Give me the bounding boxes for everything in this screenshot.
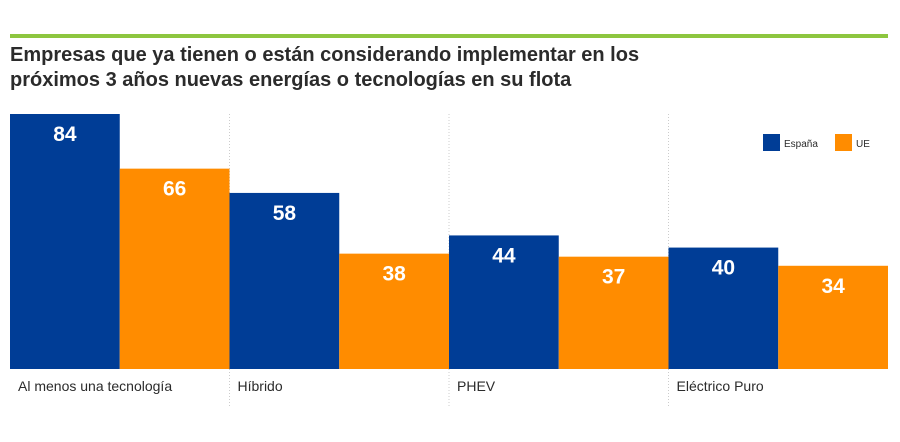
value-label-ue-phev: 37 [602,266,625,289]
value-label-espana-electrico-puro: 40 [712,257,735,280]
legend: España UE [763,134,870,151]
title-accent-rule [10,34,888,38]
value-label-ue-al-menos-una-tecnologia: 66 [163,178,186,201]
legend-label-espana: España [784,139,818,150]
bar-ue-electrico-puro [778,265,888,369]
bar-ue-hibrido [339,253,449,369]
chart-title-line-2: próximos 3 años nuevas energías o tecnol… [10,69,572,91]
bar-espana-hibrido [229,192,340,369]
bar-ue-phev [558,256,669,369]
value-label-ue-electrico-puro: 34 [821,275,845,298]
legend-label-ue: UE [856,139,870,150]
category-label-electrico-puro: Eléctrico Puro [677,378,764,394]
chart-title-line-1: Empresas que ya tienen o están considera… [10,44,640,66]
value-label-espana-phev: 44 [492,244,516,267]
bar-espana-electrico-puro [668,247,779,369]
legend-swatch-espana [763,134,780,151]
chart-title: Empresas que ya tienen o están considera… [10,43,870,93]
category-label-hibrido: Híbrido [238,378,283,394]
value-label-espana-hibrido: 58 [273,202,297,225]
bars-group [10,114,888,369]
bar-ue-al-menos-una-tecnologia [119,168,230,369]
bar-espana-phev [449,235,559,369]
category-labels-group: Al menos una tecnología Híbrido PHEV Eléctr… [18,378,764,394]
value-label-espana-al-menos-una-tecnologia: 84 [53,123,77,146]
bar-espana-al-menos-una-tecnologia [10,114,120,369]
category-label-phev: PHEV [457,378,496,394]
legend-swatch-ue [835,134,852,151]
value-label-ue-hibrido: 38 [382,263,406,286]
category-label-al-menos-una-tecnologia: Al menos una tecnología [18,378,172,394]
value-labels-group: 84 66 58 38 44 37 40 34 [53,123,845,298]
